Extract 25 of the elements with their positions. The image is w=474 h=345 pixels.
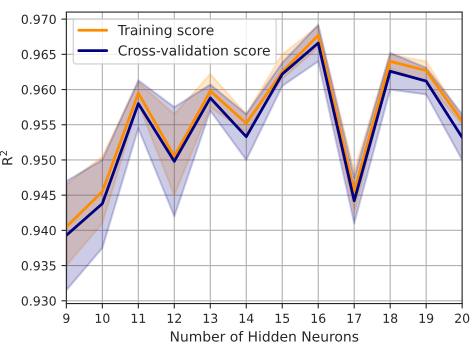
x-tick-label: 14 (240, 314, 254, 323)
x-tick-label: 16 (312, 314, 326, 323)
y-tick-label: 0.970 (22, 14, 56, 24)
x-tick-label: 19 (420, 314, 434, 323)
y-tick-label: 0.940 (22, 226, 56, 236)
x-tick-label: 12 (168, 314, 182, 323)
y-tick-label: 0.965 (22, 50, 56, 60)
legend-label: Training score (118, 24, 214, 38)
y-tick-label: 0.945 (22, 190, 56, 200)
y-tick-label: 0.930 (22, 296, 56, 306)
x-tick-label: 11 (132, 314, 146, 323)
y-tick-label: 0.950 (22, 155, 56, 165)
y-tick-label: 0.935 (22, 261, 56, 270)
x-tick-label: 10 (96, 314, 110, 323)
y-tick-label: 0.955 (22, 120, 56, 130)
legend-label: Cross-validation score (118, 44, 270, 56)
x-tick-label: 20 (455, 314, 470, 323)
x-tick-label: 15 (276, 314, 290, 323)
x-tick-label: 17 (348, 314, 362, 323)
x-tick-label: 13 (204, 314, 218, 323)
y-tick-label: 0.960 (22, 85, 56, 94)
y-axis-title: R$^{2}$ (0, 151, 12, 165)
x-tick-label: 9 (63, 314, 70, 323)
x-axis-title: Number of Hidden Neurons (170, 330, 358, 342)
x-tick-label: 18 (384, 314, 398, 323)
